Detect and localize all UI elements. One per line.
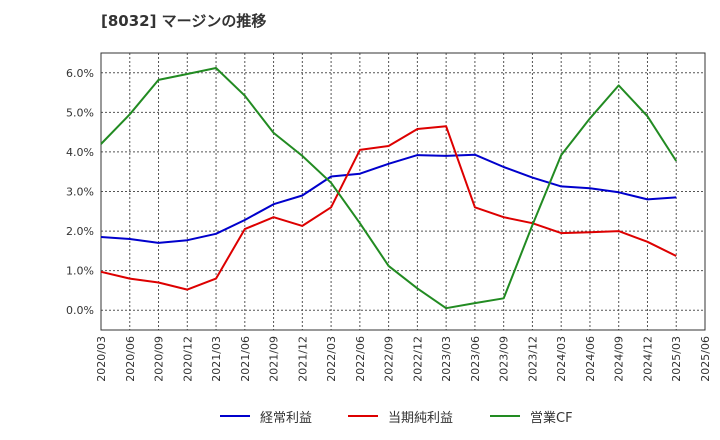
x-tick-label: 2022/03 xyxy=(325,336,338,382)
x-tick-label: 2020/12 xyxy=(181,336,194,382)
x-tick-label: 2023/03 xyxy=(440,336,453,382)
y-tick-label: 1.0% xyxy=(66,265,94,278)
x-tick-label: 2023/12 xyxy=(526,336,539,382)
x-tick-label: 2024/12 xyxy=(641,336,654,382)
x-tick-label: 2024/03 xyxy=(555,336,568,382)
x-tick-label: 2021/03 xyxy=(210,336,223,382)
x-tick-label: 2023/09 xyxy=(498,336,511,382)
chart-legend: 経常利益 当期純利益 営業CF xyxy=(0,402,720,430)
legend-label-ordinary-profit: 経常利益 xyxy=(260,410,313,426)
x-tick-label: 2020/03 xyxy=(95,336,108,382)
legend-label-net-profit: 当期純利益 xyxy=(388,410,454,426)
x-tick-label: 2021/09 xyxy=(268,336,281,382)
x-tick-label: 2020/06 xyxy=(124,336,137,382)
x-tick-label: 2025/03 xyxy=(670,336,683,382)
x-tick-label: 2024/06 xyxy=(584,336,597,382)
x-tick-label: 2021/06 xyxy=(239,336,252,382)
x-tick-label: 2021/12 xyxy=(296,336,309,382)
chart-title: [8032] マージンの推移 xyxy=(101,12,267,30)
y-tick-label: 0.0% xyxy=(66,304,94,317)
x-tick-label: 2025/06 xyxy=(699,336,712,382)
series-line-2 xyxy=(100,67,678,310)
y-tick-label: 4.0% xyxy=(66,146,94,159)
series-line-0 xyxy=(100,153,677,244)
x-tick-label: 2022/12 xyxy=(411,336,424,382)
x-tick-label: 2022/09 xyxy=(383,336,396,382)
legend-swatch-net-profit xyxy=(348,415,378,417)
legend-item-ordinary-profit: 経常利益 xyxy=(220,406,312,426)
legend-item-operating-cf: 営業CF xyxy=(490,406,573,426)
legend-swatch-operating-cf xyxy=(490,415,520,417)
y-tick-label: 3.0% xyxy=(66,186,94,199)
y-tick-label: 6.0% xyxy=(66,67,94,80)
x-tick-label: 2020/09 xyxy=(153,336,166,382)
line-chart: 0.0% 1.0% 2.0% 3.0% 4.0% 5.0% 6.0% 2020/03 2020/… xyxy=(66,52,712,382)
x-tick-label: 2022/06 xyxy=(354,336,367,382)
y-tick-label: 2.0% xyxy=(66,225,94,238)
legend-swatch-ordinary-profit xyxy=(220,415,250,417)
plot-border xyxy=(100,52,706,331)
x-tick-label: 2024/09 xyxy=(613,336,626,382)
legend-label-operating-cf: 営業CF xyxy=(530,410,573,426)
series-line-1 xyxy=(100,125,677,291)
x-tick-label: 2023/06 xyxy=(469,336,482,382)
legend-item-net-profit: 当期純利益 xyxy=(348,406,453,426)
y-tick-label: 5.0% xyxy=(66,106,94,119)
